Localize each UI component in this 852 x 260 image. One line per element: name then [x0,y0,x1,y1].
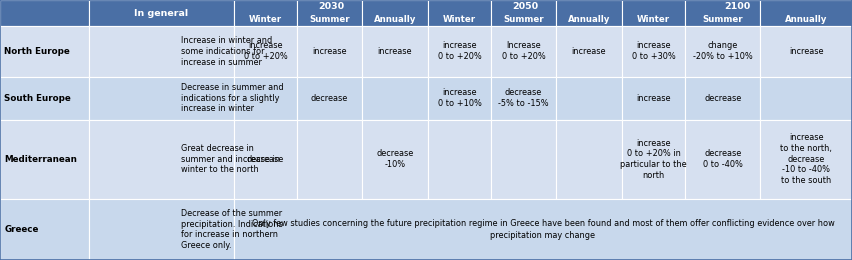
Bar [492,77,556,120]
Text: Greece: Greece [4,225,38,234]
Bar [685,26,760,77]
Bar [89,199,233,260]
Bar [0,0,89,26]
Text: Great decrease in
summer and increase in
winter to the north: Great decrease in summer and increase in… [181,144,280,174]
Bar [760,26,852,77]
Bar [428,120,492,199]
Bar [297,120,361,199]
Bar [622,120,685,199]
Text: increase
0 to +30%: increase 0 to +30% [632,42,676,61]
Bar [361,120,428,199]
Bar [760,77,852,120]
Text: decrease
0 to -40%: decrease 0 to -40% [703,150,743,169]
Text: increase
0 to +20% in
particular to the
north: increase 0 to +20% in particular to the … [620,139,687,180]
Text: increase
0 to +10%: increase 0 to +10% [438,88,481,108]
Bar [297,26,361,77]
Bar [760,0,852,26]
Bar [428,77,492,120]
Bar [89,120,233,199]
Text: decrease
-5% to -15%: decrease -5% to -15% [498,88,549,108]
Bar [556,26,622,77]
Bar [622,0,685,26]
Text: increase: increase [312,47,347,56]
Bar [556,0,622,26]
Bar [89,0,233,26]
Text: North Europe: North Europe [4,47,70,56]
Text: increase: increase [377,47,412,56]
Text: decrease: decrease [704,94,741,103]
Bar [685,120,760,199]
Bar [233,199,852,260]
Bar [685,0,760,26]
Bar [428,26,492,77]
Bar [492,120,556,199]
Text: Annually: Annually [785,15,827,24]
Text: decrease: decrease [311,94,348,103]
Text: increase
0 to +20%: increase 0 to +20% [438,42,481,61]
Bar [89,77,233,120]
Bar [297,0,361,26]
Text: 2050: 2050 [512,2,538,11]
Bar [556,77,622,120]
Text: Winter: Winter [637,15,671,24]
Bar [685,77,760,120]
Bar [361,0,428,26]
Text: increase: increase [572,47,606,56]
Bar [0,120,89,199]
Bar [492,26,556,77]
Text: Winter: Winter [249,15,282,24]
Text: Annually: Annually [567,15,610,24]
Bar [556,120,622,199]
Text: increase
to the north,
decrease
-10 to -40%
to the south: increase to the north, decrease -10 to -… [780,133,832,185]
Text: 2100: 2100 [724,2,750,11]
Text: Mediterranean: Mediterranean [4,155,78,164]
Text: increase
0 to +20%: increase 0 to +20% [244,42,287,61]
Bar [760,120,852,199]
Text: increase: increase [789,47,823,56]
Bar [361,77,428,120]
Bar [297,77,361,120]
Text: Summer: Summer [702,15,743,24]
Bar [233,120,297,199]
Bar [622,77,685,120]
Text: Winter: Winter [443,15,476,24]
Bar [361,26,428,77]
Bar [622,26,685,77]
Text: decrease
-10%: decrease -10% [376,150,413,169]
Text: Decrease in summer and
indications for a slightly
increase in winter: Decrease in summer and indications for a… [181,83,284,113]
Bar [89,26,233,77]
Text: 2030: 2030 [318,2,344,11]
Text: Decrease of the summer
precipitation. Indications
for increase in northern
Greec: Decrease of the summer precipitation. In… [181,209,283,250]
Text: Summer: Summer [504,15,544,24]
Bar [233,26,297,77]
Text: Increase in winter and
some indications for
increase in summer: Increase in winter and some indications … [181,36,273,67]
Text: change
-20% to +10%: change -20% to +10% [693,42,752,61]
Bar [233,77,297,120]
Text: South Europe: South Europe [4,94,71,103]
Bar [233,0,297,26]
Bar [0,77,89,120]
Text: Annually: Annually [373,15,416,24]
Text: Only few studies concerning the future precipitation regime in Greece have been : Only few studies concerning the future p… [251,219,834,240]
Bar [428,0,492,26]
Bar [0,26,89,77]
Text: In general: In general [135,9,188,17]
Text: increase: increase [636,94,671,103]
Text: Increase
0 to +20%: Increase 0 to +20% [502,42,545,61]
Bar [492,0,556,26]
Text: decrease: decrease [247,155,285,164]
Text: Summer: Summer [309,15,350,24]
Bar [0,199,89,260]
